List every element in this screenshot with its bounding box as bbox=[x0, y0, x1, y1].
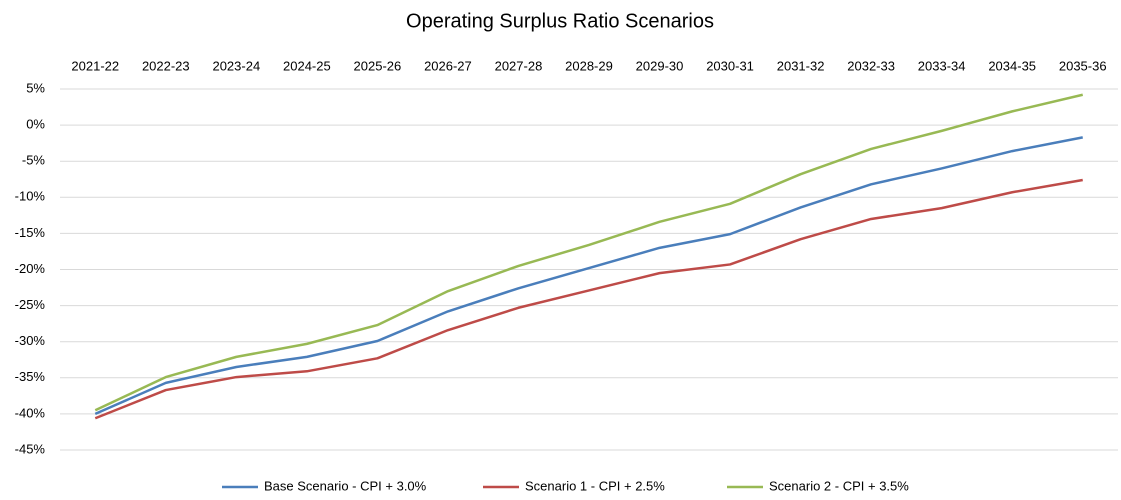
x-tick-label: 2027-28 bbox=[495, 58, 543, 73]
y-tick-label: 0% bbox=[26, 117, 45, 132]
y-tick-label: -20% bbox=[15, 261, 46, 276]
x-tick-label: 2035-36 bbox=[1059, 58, 1107, 73]
x-tick-label: 2026-27 bbox=[424, 58, 472, 73]
x-tick-label: 2023-24 bbox=[212, 58, 260, 73]
legend-label: Base Scenario - CPI + 3.0% bbox=[264, 478, 427, 493]
x-tick-label: 2025-26 bbox=[354, 58, 402, 73]
y-tick-label: -5% bbox=[22, 153, 46, 168]
y-tick-label: -25% bbox=[15, 297, 46, 312]
x-tick-label: 2022-23 bbox=[142, 58, 190, 73]
y-tick-label: -30% bbox=[15, 333, 46, 348]
y-tick-label: -45% bbox=[15, 441, 46, 456]
x-tick-label: 2030-31 bbox=[706, 58, 754, 73]
line-series bbox=[94, 93, 1084, 412]
x-tick-label: 2028-29 bbox=[565, 58, 613, 73]
y-tick-label: 5% bbox=[26, 80, 45, 95]
x-tick-label: 2033-34 bbox=[918, 58, 966, 73]
y-tick-label: -15% bbox=[15, 225, 46, 240]
x-tick-label: 2024-25 bbox=[283, 58, 331, 73]
x-tick-label: 2034-35 bbox=[988, 58, 1036, 73]
x-tick-label: 2021-22 bbox=[71, 58, 119, 73]
y-tick-label: -10% bbox=[15, 189, 46, 204]
x-tick-label: 2029-30 bbox=[636, 58, 684, 73]
line-series bbox=[94, 136, 1083, 416]
legend-label: Scenario 1 - CPI + 2.5% bbox=[525, 478, 665, 493]
y-tick-label: -35% bbox=[15, 369, 46, 384]
legend-label: Scenario 2 - CPI + 3.5% bbox=[769, 478, 909, 493]
line-series bbox=[94, 178, 1083, 420]
x-tick-label: 2032-33 bbox=[847, 58, 895, 73]
y-tick-label: -40% bbox=[15, 405, 46, 420]
chart-title: Operating Surplus Ratio Scenarios bbox=[406, 10, 714, 32]
x-tick-label: 2031-32 bbox=[777, 58, 825, 73]
